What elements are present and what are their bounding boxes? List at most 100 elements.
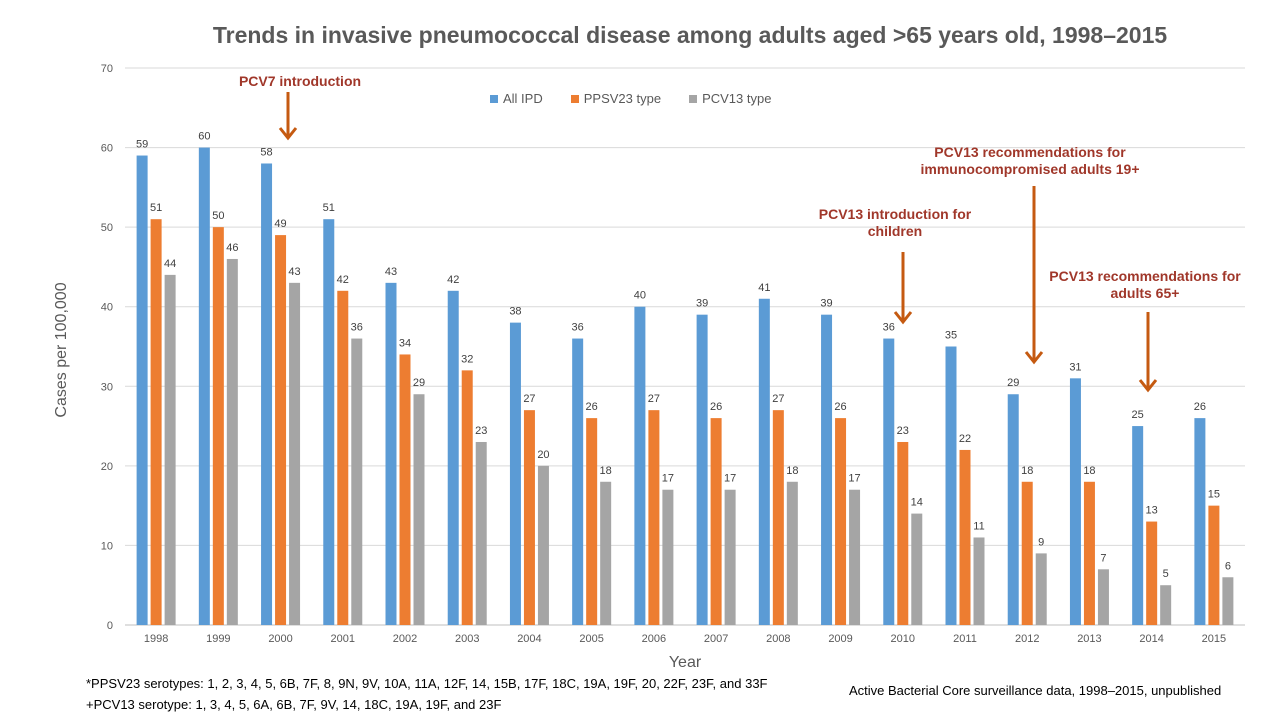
data-label: 29 <box>413 377 425 389</box>
bar-all-ipd <box>634 306 646 625</box>
data-label: 23 <box>475 425 487 437</box>
legend-item-ppsv23: PPSV23 type <box>570 91 661 106</box>
x-tick-label: 2004 <box>517 633 541 645</box>
data-label: 60 <box>198 131 210 143</box>
bar-pcv13-type <box>786 481 798 625</box>
data-label: 18 <box>786 465 798 477</box>
data-label: 59 <box>136 139 148 151</box>
data-label: 27 <box>772 393 784 405</box>
bar-all-ipd <box>447 290 459 625</box>
data-label: 23 <box>897 425 909 437</box>
bar-ppsv23-type <box>1208 505 1220 625</box>
bar-all-ipd <box>385 282 397 625</box>
y-tick-label: 50 <box>101 222 113 234</box>
x-tick-label: 2005 <box>579 633 603 645</box>
arrow-down-icon <box>278 127 298 141</box>
data-label: 17 <box>848 473 860 485</box>
data-label: 20 <box>537 449 549 461</box>
bar-pcv13-type <box>164 274 176 625</box>
legend-item-pcv13: PCV13 type <box>689 91 771 106</box>
data-label: 11 <box>973 520 984 532</box>
bar-all-ipd <box>1194 418 1206 625</box>
bar-all-ipd <box>1132 426 1144 625</box>
data-label: 18 <box>600 465 612 477</box>
y-tick-label: 40 <box>101 302 113 314</box>
data-label: 40 <box>634 290 646 302</box>
data-label: 25 <box>1132 409 1144 421</box>
bar-all-ipd <box>696 314 708 625</box>
bar-all-ipd <box>883 338 895 625</box>
x-tick-label: 2007 <box>704 633 728 645</box>
y-tick-label: 70 <box>101 63 113 75</box>
data-label: 41 <box>758 282 770 294</box>
bar-ppsv23-type <box>586 418 598 625</box>
data-label: 6 <box>1225 560 1231 572</box>
bar-pcv13-type <box>1035 553 1047 625</box>
x-tick-label: 2009 <box>828 633 852 645</box>
bar-ppsv23-type <box>212 227 224 625</box>
data-label: 17 <box>724 473 736 485</box>
bar-all-ipd <box>758 298 770 625</box>
data-label: 26 <box>834 401 846 413</box>
x-tick-label: 2010 <box>891 633 915 645</box>
data-label: 31 <box>1069 361 1081 373</box>
y-tick-label: 10 <box>101 540 113 552</box>
x-tick-label: 2002 <box>393 633 417 645</box>
annotation-pcv13-immunocompromised: PCV13 recommendations for immunocompromis… <box>920 144 1140 177</box>
data-label: 29 <box>1007 377 1019 389</box>
data-label: 27 <box>648 393 660 405</box>
data-label: 26 <box>586 401 598 413</box>
bar-pcv13-type <box>537 465 549 625</box>
arrow-down-icon <box>1024 351 1044 365</box>
x-tick-label: 2000 <box>268 633 292 645</box>
bar-pcv13-type <box>475 441 487 625</box>
y-tick-label: 60 <box>101 143 113 155</box>
data-label: 44 <box>164 258 176 270</box>
data-label: 36 <box>883 322 895 334</box>
bar-pcv13-type <box>351 338 363 625</box>
bar-all-ipd <box>1007 394 1019 625</box>
data-label: 32 <box>461 353 473 365</box>
x-tick-label: 2011 <box>953 633 977 645</box>
data-label: 43 <box>288 266 300 278</box>
data-label: 26 <box>710 401 722 413</box>
data-label: 38 <box>509 306 521 318</box>
bar-pcv13-type <box>1097 569 1109 625</box>
data-label: 49 <box>274 218 286 230</box>
annotation-pcv13-children: PCV13 introduction for children <box>818 206 972 239</box>
x-tick-label: 2006 <box>642 633 666 645</box>
bar-ppsv23-type <box>897 441 909 625</box>
x-tick-label: 2012 <box>1015 633 1039 645</box>
bar-pcv13-type <box>973 537 985 625</box>
annotation-pcv7: PCV7 introduction <box>238 73 362 89</box>
bar-all-ipd <box>945 346 957 625</box>
arrow-down-icon <box>893 311 913 325</box>
bar-ppsv23-type <box>648 410 660 625</box>
data-label: 18 <box>1021 465 1033 477</box>
y-tick-label: 30 <box>101 381 113 393</box>
data-label: 43 <box>385 266 397 278</box>
x-tick-label: 2015 <box>1202 633 1226 645</box>
data-label: 34 <box>399 337 411 349</box>
data-label: 15 <box>1208 489 1220 501</box>
bar-all-ipd <box>509 322 521 625</box>
data-label: 22 <box>959 433 971 445</box>
bar-pcv13-type <box>1222 577 1234 625</box>
arrow-down-icon <box>1138 379 1158 393</box>
x-axis-label: Year <box>668 654 702 671</box>
bar-pcv13-type <box>226 258 238 625</box>
bar-ppsv23-type <box>772 410 784 625</box>
source-note: Active Bacterial Core surveillance data,… <box>849 683 1222 698</box>
legend: All IPD PPSV23 type PCV13 type <box>490 91 771 106</box>
data-label: 46 <box>226 242 238 254</box>
data-label: 7 <box>1100 552 1106 564</box>
data-label: 58 <box>260 146 272 158</box>
bar-ppsv23-type <box>1021 481 1033 625</box>
bar-ppsv23-type <box>1083 481 1095 625</box>
x-tick-label: 1998 <box>144 633 168 645</box>
bar-ppsv23-type <box>275 235 287 625</box>
bar-ppsv23-type <box>399 354 411 625</box>
bar-ppsv23-type <box>959 449 971 625</box>
data-label: 13 <box>1146 505 1158 517</box>
